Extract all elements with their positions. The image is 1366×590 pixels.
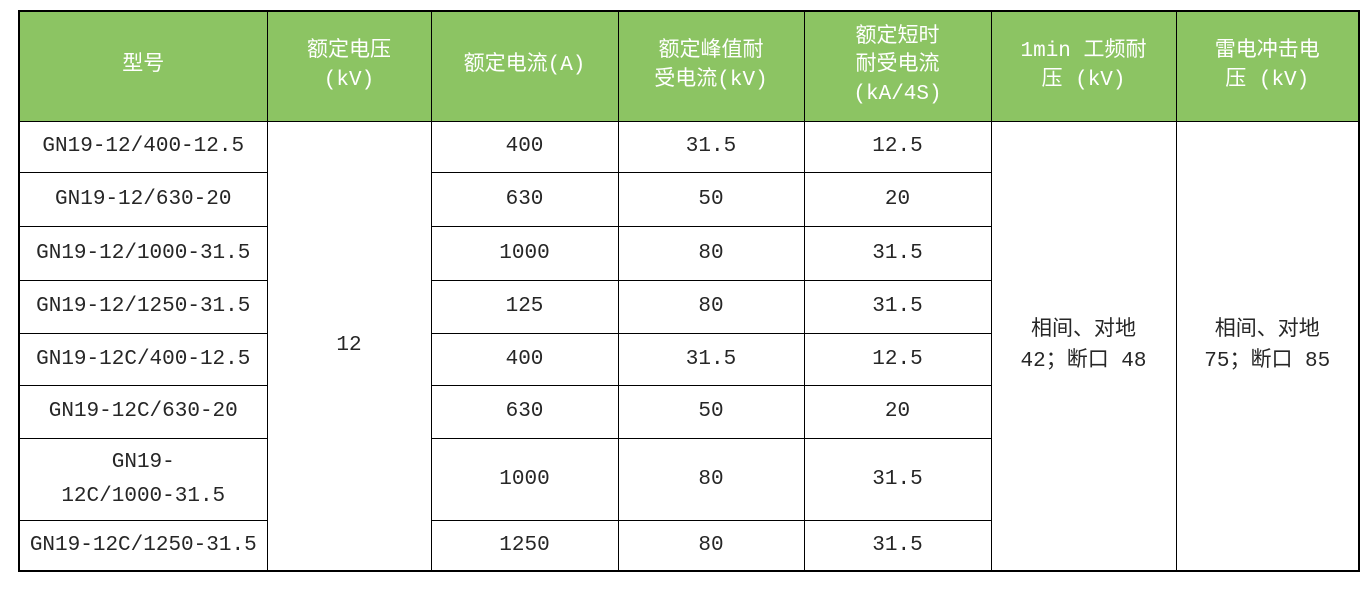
spec-table-container: 型号 额定电压 (kV) 额定电流(A) 额定峰值耐 受电流(kV) 额定短时 … <box>18 10 1360 572</box>
header-power-frequency-withstand-voltage: 1min 工频耐 压 (kV) <box>990 10 1177 122</box>
peak-cell: 50 <box>617 385 805 439</box>
short-time-cell: 31.5 <box>803 520 992 572</box>
peak-cell: 80 <box>617 226 805 281</box>
peak-cell: 80 <box>617 438 805 521</box>
short-time-cell: 31.5 <box>803 438 992 521</box>
current-cell: 1250 <box>430 520 619 572</box>
current-cell: 400 <box>430 121 619 173</box>
header-rated-current: 额定电流(A) <box>430 10 619 122</box>
table-row: GN19-12/1000-31.5 1000 80 31.5 <box>18 226 1359 281</box>
model-cell: GN19-12/630-20 <box>18 172 268 227</box>
peak-cell: 31.5 <box>617 121 805 173</box>
model-cell: GN19-12C/400-12.5 <box>18 333 268 386</box>
short-time-cell: 20 <box>803 172 992 227</box>
peak-cell: 50 <box>617 172 805 227</box>
current-cell: 400 <box>430 333 619 386</box>
model-cell: GN19-12/1000-31.5 <box>18 226 268 281</box>
header-short-time-withstand-current: 额定短时 耐受电流 (kA/4S) <box>803 10 992 122</box>
model-cell: GN19-12/400-12.5 <box>18 121 268 173</box>
short-time-cell: 12.5 <box>803 333 992 386</box>
peak-cell: 31.5 <box>617 333 805 386</box>
table-row: GN19-12/630-20 630 50 20 <box>18 172 1359 227</box>
short-time-cell: 31.5 <box>803 226 992 281</box>
spec-table: 型号 额定电压 (kV) 额定电流(A) 额定峰值耐 受电流(kV) 额定短时 … <box>18 10 1360 572</box>
current-cell: 630 <box>430 172 619 227</box>
table-row: GN19-12/400-12.5 12 400 31.5 12.5 相间、对地 … <box>18 121 1360 572</box>
current-cell: 630 <box>430 385 619 439</box>
lightning-impulse-merged-cell: 相间、对地 75；断口 85 <box>1175 121 1360 572</box>
header-lightning-impulse-voltage: 雷电冲击电 压 (kV) <box>1175 10 1360 122</box>
table-row: GN19-12C/1250-31.5 1250 80 31.5 <box>18 520 1359 572</box>
header-model: 型号 <box>18 10 268 122</box>
current-cell: 1000 <box>430 226 619 281</box>
table-row: GN19-12C/630-20 630 50 20 <box>18 385 1359 439</box>
model-cell: GN19- 12C/1000-31.5 <box>18 438 268 521</box>
model-cell: GN19-12C/630-20 <box>18 385 268 439</box>
short-time-cell: 20 <box>803 385 992 439</box>
header-peak-withstand-current: 额定峰值耐 受电流(kV) <box>617 10 805 122</box>
power-frequency-merged-cell: 相间、对地 42；断口 48 <box>990 121 1177 572</box>
table-row: GN19- 12C/1000-31.5 1000 80 31.5 <box>18 438 1359 521</box>
short-time-cell: 12.5 <box>803 121 992 173</box>
peak-cell: 80 <box>617 520 805 572</box>
model-cell: GN19-12C/1250-31.5 <box>18 520 268 572</box>
header-rated-voltage: 额定电压 (kV) <box>266 10 432 122</box>
short-time-cell: 31.5 <box>803 280 992 334</box>
header-row: 型号 额定电压 (kV) 额定电流(A) 额定峰值耐 受电流(kV) 额定短时 … <box>18 10 1360 122</box>
model-cell: GN19-12/1250-31.5 <box>18 280 268 334</box>
current-cell: 1000 <box>430 438 619 521</box>
peak-cell: 80 <box>617 280 805 334</box>
table-row: GN19-12/1250-31.5 125 80 31.5 <box>18 280 1359 334</box>
table-row: GN19-12C/400-12.5 400 31.5 12.5 <box>18 333 1359 386</box>
rated-voltage-merged-cell: 12 <box>266 121 432 572</box>
current-cell: 125 <box>430 280 619 334</box>
